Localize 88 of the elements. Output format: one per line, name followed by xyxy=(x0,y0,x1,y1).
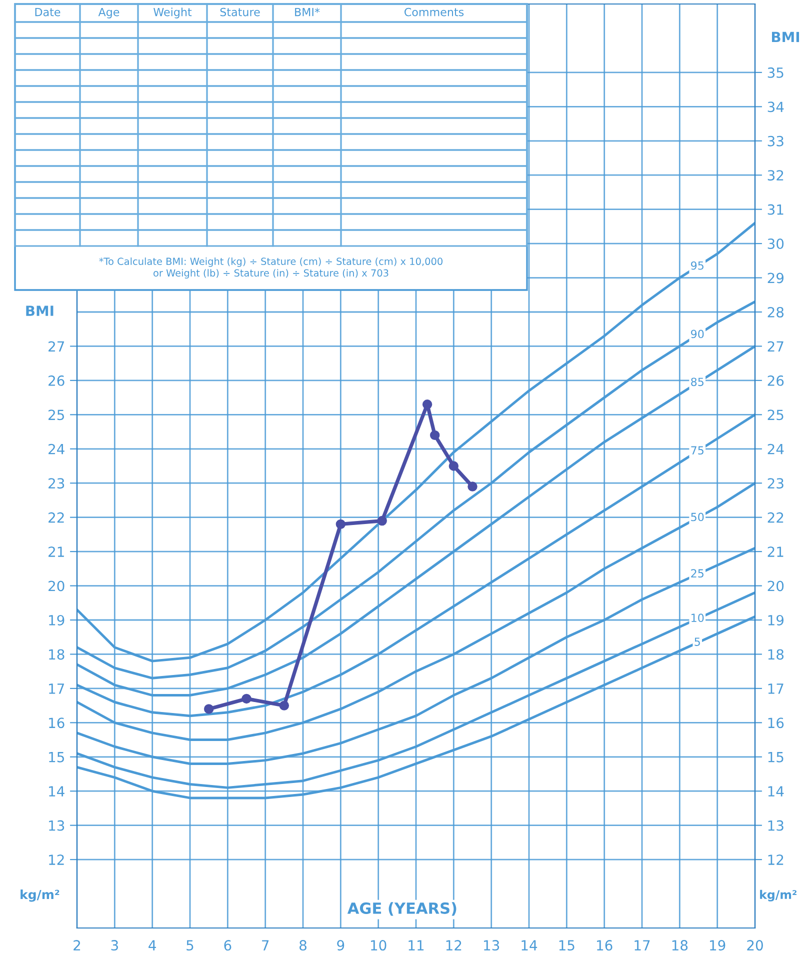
y-tick-label: 18 xyxy=(49,649,64,660)
x-tick-label: 15 xyxy=(559,940,574,951)
y-tick-label: 13 xyxy=(49,820,64,831)
y-tick-label: 26 xyxy=(48,375,64,386)
point xyxy=(430,430,440,440)
y2-tick-label: 22 xyxy=(768,512,784,523)
annotation: *To Calculate BMI: Weight (kg) ÷ Stature (cm) ÷ Stature (cm) x 10,000 or Weight (lb) ÷ Stature (in) ÷ Stature (in) x 703 xyxy=(99,257,442,279)
annotation: BMI* xyxy=(295,8,320,16)
x-tick-label: 6 xyxy=(224,940,232,951)
y2-tick-label: 35 xyxy=(768,67,784,78)
series-label: 25 xyxy=(691,569,704,578)
x-tick-label: 9 xyxy=(337,940,344,951)
y2-tick-label: 26 xyxy=(768,375,784,386)
series-label: 95 xyxy=(691,261,704,270)
y2-tick-label: 13 xyxy=(768,820,784,831)
y-tick-label: 24 xyxy=(48,444,64,454)
y-tick-label: 23 xyxy=(48,478,64,489)
point xyxy=(468,482,478,492)
point xyxy=(448,461,459,471)
series-label: 85 xyxy=(691,378,704,386)
x-tick-label: 3 xyxy=(111,940,118,951)
y2-axis-title: BMI xyxy=(772,32,800,42)
y-tick-label: 12 xyxy=(49,854,64,865)
y-tick-label: 16 xyxy=(49,718,64,728)
text: kg/m² xyxy=(760,890,796,902)
y-tick-label: 22 xyxy=(48,512,64,523)
y-axis-title: BMI xyxy=(26,306,54,316)
x-axis-title: AGE (YEARS) xyxy=(347,902,456,916)
x-tick-label: 16 xyxy=(597,940,612,951)
series-label: 5 xyxy=(694,638,700,646)
point xyxy=(377,516,387,526)
y2-tick-label: 17 xyxy=(768,684,784,694)
y2-tick-label: 31 xyxy=(768,204,784,215)
y2-tick-label: 32 xyxy=(768,170,784,181)
y2-tick-label: 12 xyxy=(768,854,784,865)
y2-tick-label: 34 xyxy=(768,102,784,112)
x-tick-label: 17 xyxy=(634,940,650,950)
annotation: Weight xyxy=(154,8,192,18)
y-tick-label: 25 xyxy=(48,410,64,420)
y2-tick-label: 16 xyxy=(768,718,784,728)
x-tick-label: 13 xyxy=(484,940,500,951)
y2-tick-label: 15 xyxy=(768,752,784,762)
series-label: 90 xyxy=(691,330,704,338)
x-tick-label: 20 xyxy=(747,940,763,951)
x-tick-label: 7 xyxy=(262,940,269,950)
y2-tick-label: 14 xyxy=(768,786,784,796)
y2-tick-label: 21 xyxy=(768,546,784,557)
annotation: Stature xyxy=(220,8,260,16)
y-tick-label: 27 xyxy=(48,341,64,352)
point xyxy=(242,694,252,704)
series-label: 75 xyxy=(691,446,704,455)
point xyxy=(336,519,346,530)
point xyxy=(279,700,290,710)
x-tick-label: 11 xyxy=(408,940,424,950)
x-tick-label: 10 xyxy=(371,940,386,951)
y2-tick-label: 20 xyxy=(768,580,784,592)
y2-tick-label: 25 xyxy=(768,410,784,420)
x-tick-label: 19 xyxy=(710,940,726,951)
x-tick-label: 8 xyxy=(300,940,306,951)
y-tick-label: 20 xyxy=(48,580,64,592)
annotation: Age xyxy=(98,8,120,18)
series-label: 10 xyxy=(692,614,704,622)
x-tick-label: 4 xyxy=(148,940,156,950)
series-label: 50 xyxy=(691,512,704,522)
x-tick-label: 2 xyxy=(74,940,80,950)
y-tick-label: 21 xyxy=(48,546,64,557)
x-tick-label: 12 xyxy=(446,940,462,950)
y2-tick-label: 30 xyxy=(768,238,784,250)
y2-tick-label: 28 xyxy=(768,306,784,318)
x-tick-label: 18 xyxy=(672,940,688,951)
y-tick-label: 17 xyxy=(49,684,64,694)
y2-tick-label: 23 xyxy=(768,478,784,489)
y2-tick-label: 19 xyxy=(768,614,784,626)
y2-tick-label: 29 xyxy=(768,272,784,284)
y2-tick-label: 24 xyxy=(768,444,784,454)
x-tick-label: 5 xyxy=(186,940,194,951)
y2-tick-label: 33 xyxy=(768,136,784,146)
y-tick-label: 19 xyxy=(49,614,64,626)
text: Date xyxy=(35,8,60,16)
point xyxy=(422,400,432,410)
y2-tick-label: 27 xyxy=(768,341,784,352)
y2-tick-label: 18 xyxy=(768,649,784,660)
text: kg/m² xyxy=(20,890,60,902)
point xyxy=(204,704,214,714)
y-tick-label: 14 xyxy=(49,786,64,796)
x-tick-label: 14 xyxy=(522,940,538,950)
y-tick-label: 15 xyxy=(49,752,64,762)
annotation: Comments xyxy=(404,8,464,16)
